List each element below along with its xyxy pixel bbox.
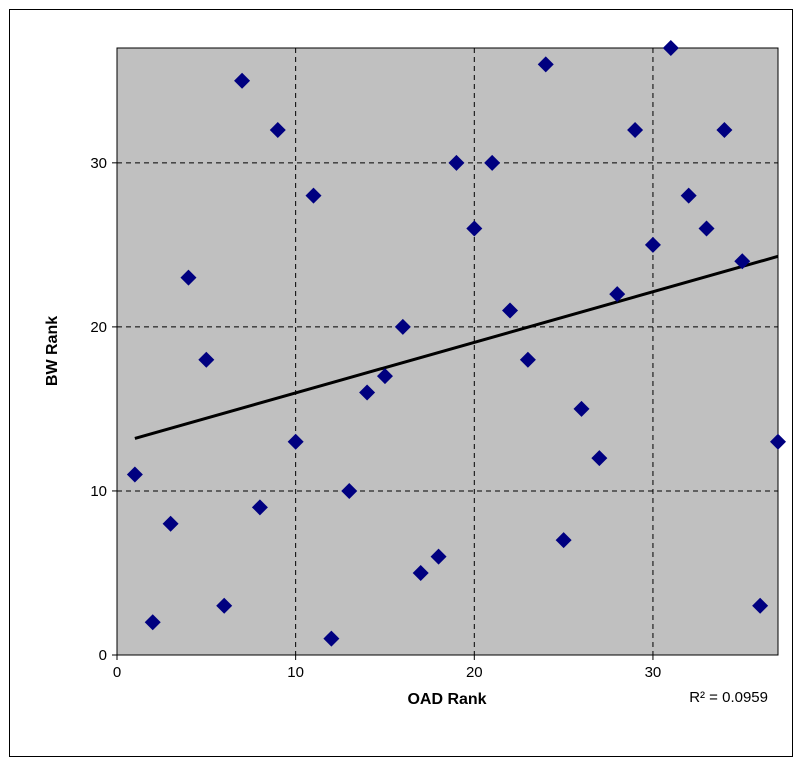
plot-area bbox=[116, 47, 779, 656]
trendline bbox=[134, 254, 779, 440]
x-tick-label-3: 30 bbox=[645, 664, 662, 681]
data-point-26 bbox=[591, 450, 608, 467]
y-tick-label-2: 20 bbox=[90, 319, 107, 336]
data-point-21 bbox=[502, 302, 519, 319]
data-point-5 bbox=[216, 597, 233, 614]
data-point-9 bbox=[287, 433, 304, 450]
data-point-36 bbox=[770, 433, 786, 450]
data-point-18 bbox=[448, 154, 465, 171]
data-point-27 bbox=[609, 286, 626, 303]
data-point-33 bbox=[716, 122, 733, 139]
data-point-25 bbox=[573, 400, 590, 417]
data-point-2 bbox=[162, 515, 179, 532]
data-point-4 bbox=[198, 351, 215, 368]
y-axis-title: BW Rank bbox=[44, 316, 61, 386]
data-point-13 bbox=[359, 384, 376, 401]
data-point-28 bbox=[627, 122, 644, 139]
data-point-20 bbox=[484, 154, 501, 171]
data-point-11 bbox=[323, 630, 340, 647]
data-point-17 bbox=[430, 548, 447, 565]
data-point-8 bbox=[269, 122, 286, 139]
axis-ticks: 0 10 20 30 0 10 20 30 bbox=[90, 155, 661, 681]
data-points bbox=[126, 40, 786, 647]
x-tick-label-1: 10 bbox=[287, 664, 304, 681]
data-point-6 bbox=[234, 72, 251, 89]
data-point-30 bbox=[662, 40, 679, 56]
data-point-22 bbox=[519, 351, 536, 368]
data-point-24 bbox=[555, 532, 572, 549]
data-point-0 bbox=[126, 466, 143, 483]
chart-area: 0 10 20 30 0 10 20 30 OAD Rank BW Rank R² = 0.0… bbox=[9, 9, 793, 757]
trendline-layer bbox=[134, 254, 779, 440]
data-point-15 bbox=[394, 318, 411, 335]
data-point-1 bbox=[144, 614, 161, 631]
scatter-chart: 0 10 20 30 0 10 20 30 OAD Rank BW Rank R² = 0.0… bbox=[44, 40, 786, 708]
data-point-29 bbox=[644, 236, 661, 253]
y-tick-label-3: 30 bbox=[90, 155, 107, 172]
data-point-35 bbox=[752, 597, 769, 614]
data-point-23 bbox=[537, 56, 554, 73]
data-point-12 bbox=[341, 482, 358, 499]
data-point-7 bbox=[251, 499, 268, 516]
data-point-34 bbox=[734, 253, 751, 270]
data-point-16 bbox=[412, 564, 429, 581]
data-point-10 bbox=[305, 187, 322, 204]
x-tick-label-0: 0 bbox=[113, 664, 121, 681]
data-point-3 bbox=[180, 269, 197, 286]
data-point-14 bbox=[376, 368, 393, 385]
data-point-31 bbox=[680, 187, 697, 204]
x-axis-title: OAD Rank bbox=[407, 691, 486, 708]
y-tick-label-1: 10 bbox=[90, 483, 107, 500]
y-tick-label-0: 0 bbox=[99, 647, 107, 664]
data-point-19 bbox=[466, 220, 483, 237]
r-squared-label: R² = 0.0959 bbox=[689, 689, 768, 706]
data-point-32 bbox=[698, 220, 715, 237]
gridlines bbox=[117, 48, 778, 655]
x-tick-label-2: 20 bbox=[466, 664, 483, 681]
